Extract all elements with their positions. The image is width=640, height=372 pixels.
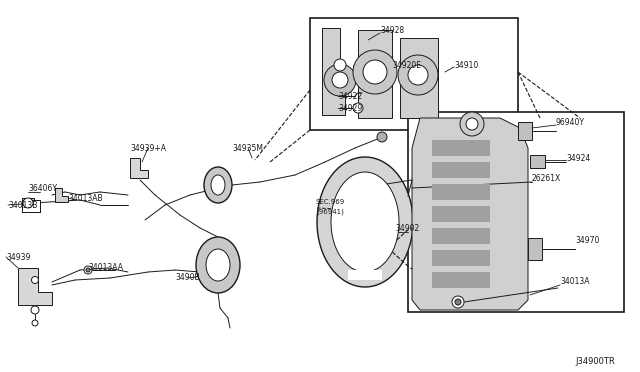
Text: J34900TR: J34900TR [575,357,615,366]
Polygon shape [400,38,438,118]
Polygon shape [530,155,545,168]
Circle shape [353,103,363,113]
Circle shape [452,296,464,308]
Text: 34910: 34910 [454,61,478,70]
Circle shape [31,276,38,283]
Text: 34939: 34939 [6,253,30,262]
Polygon shape [432,140,490,156]
Polygon shape [22,200,40,212]
Text: 3490B: 3490B [176,273,200,282]
Ellipse shape [196,237,240,293]
Circle shape [332,72,348,88]
Circle shape [455,299,461,305]
Ellipse shape [204,167,232,203]
Polygon shape [528,238,542,260]
Circle shape [460,112,484,136]
Circle shape [84,266,92,274]
Text: (96941): (96941) [316,209,344,215]
Text: 34924: 34924 [566,154,590,163]
Circle shape [466,118,478,130]
Circle shape [377,132,387,142]
Circle shape [353,50,397,94]
Polygon shape [432,162,490,178]
Polygon shape [348,270,382,280]
Bar [408,112,624,312]
Text: 34928: 34928 [380,26,404,35]
Circle shape [324,64,356,96]
Polygon shape [432,272,490,288]
Ellipse shape [211,175,225,195]
Polygon shape [432,228,490,244]
Circle shape [86,268,90,272]
Circle shape [23,198,33,208]
Ellipse shape [206,249,230,281]
Polygon shape [317,157,413,287]
Text: 34013AB: 34013AB [68,193,102,202]
Text: 26261X: 26261X [532,173,561,183]
Circle shape [32,320,38,326]
Text: 34920E: 34920E [392,61,421,70]
Polygon shape [55,188,68,202]
Polygon shape [130,158,148,178]
Bar [310,18,518,130]
Polygon shape [432,206,490,222]
Text: SEC.969: SEC.969 [316,199,345,205]
Polygon shape [412,118,528,310]
Text: 34013B: 34013B [8,201,37,209]
Text: 34902: 34902 [395,224,419,232]
Text: 34013A: 34013A [560,278,589,286]
Text: 34939+A: 34939+A [130,144,166,153]
Text: 96940Y: 96940Y [556,118,585,126]
Text: 34970: 34970 [575,235,600,244]
Circle shape [334,59,346,71]
Polygon shape [358,30,392,118]
Polygon shape [518,122,532,140]
Text: 34929: 34929 [338,103,362,112]
Polygon shape [331,172,399,272]
Text: 36406Y: 36406Y [28,183,57,192]
Text: 34922: 34922 [338,92,362,100]
Text: 34935M: 34935M [232,144,264,153]
Circle shape [363,60,387,84]
Polygon shape [22,198,34,208]
Circle shape [408,65,428,85]
Polygon shape [432,184,490,200]
Circle shape [398,55,438,95]
Polygon shape [18,268,52,305]
Polygon shape [432,250,490,266]
Text: 34013AA: 34013AA [88,263,123,273]
Circle shape [31,306,39,314]
Polygon shape [322,28,345,115]
